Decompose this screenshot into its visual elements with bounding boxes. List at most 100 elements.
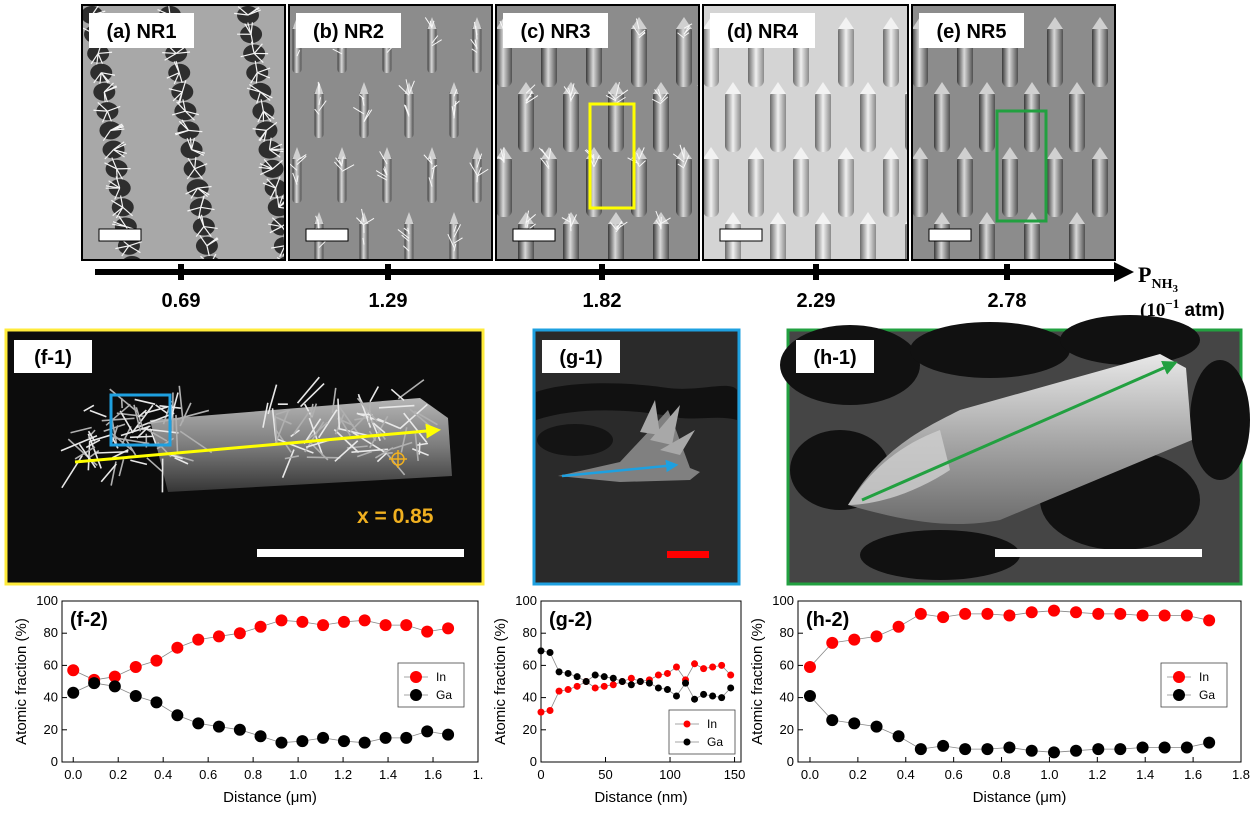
f1-spike [133,404,142,432]
sem-panel-label: (e) NR5 [936,21,1006,43]
nanorod [838,25,854,87]
dendrite-spike [166,72,180,79]
nanorod-spike [615,221,628,231]
nanorod-tip [337,147,347,159]
f1-spike [281,449,295,478]
dendrite-spike [260,99,264,112]
nanorod-spike [590,159,595,168]
nanorod [427,25,437,73]
f1-spike [300,383,325,408]
nanorod-tip [815,212,831,224]
data-point-ga [718,694,726,702]
nanorod-tip [1092,147,1108,159]
f1-spike [60,435,98,452]
chart-h2: 0 20 40 60 80 100 0.0 0.2 0.4 0.6 0.8 1.0 1.2 1.4 1.6 1… [749,593,1250,806]
nanorod-spike [384,166,388,176]
data-point-ga [317,731,330,744]
pressure-tick [599,264,605,280]
dendrite-spike [107,105,121,112]
f1-spike [78,443,97,469]
nanorod-tip [957,147,973,159]
nanorod-spike [453,237,463,244]
data-point-ga [591,671,599,679]
data-point-ga [937,739,950,752]
f1-spike [118,459,125,477]
nanorod-spike [296,175,299,182]
dendrite-spike [110,124,124,131]
dendrite-spike [190,137,196,150]
nanorod [563,220,579,260]
f1-spike [337,404,360,436]
x-tick-label: 0.4 [154,767,172,782]
f1-spike [174,457,189,465]
nanorod-spike [332,48,343,55]
dendrite-spike [178,72,184,85]
nanorod-spike [318,97,321,106]
nanorod-tip [359,82,369,94]
nanorod-tip [1047,147,1063,159]
sem-panel-scale-bar [512,228,556,242]
nanorod [860,220,876,260]
nanorod-spike [358,94,365,100]
f1-spike [101,417,135,422]
nanorod [563,90,579,152]
sem-panel-frame [288,4,493,261]
chart-panel-label: (g-2) [549,609,592,631]
nanorod [860,90,876,152]
nanorod-tip [608,82,624,94]
nanorod-spike [615,89,629,99]
nanorod-spike [570,83,575,96]
nanorod-spike [335,157,343,167]
dendrite-spike [173,72,180,85]
f1-spike [124,437,138,458]
nanorod-spike [453,224,462,238]
nanorod [979,220,995,260]
data-point-ga [358,736,371,749]
dendrite-spike [278,195,284,208]
data-point-in [108,670,121,683]
pressure-tick [1004,264,1010,280]
data-point-in [192,633,205,646]
legend-marker-ga [410,689,422,701]
data-point-ga [108,680,121,693]
h1-profile-arrow [861,360,1178,502]
data-point-in [892,620,905,633]
dendrite-spike [259,163,273,170]
nanorod-spike [570,214,577,227]
y-tick-label: 0 [51,754,58,769]
nanorod-spike [497,156,505,162]
nanorod-tip [1092,17,1108,29]
y-tick-label: 100 [36,593,58,608]
f1-spike [274,409,290,446]
nanorod [1114,92,1115,150]
dendrite-spike [174,129,189,135]
f1-scale-bar [257,549,464,557]
sem-panel-label: (c) NR3 [520,21,590,43]
f1-spike [378,404,415,409]
nanorod-spike [567,87,572,97]
dendrite-spike [128,245,141,254]
nanorod-tip [541,147,557,159]
pressure-axis-symbol: PNH3 [1138,262,1178,295]
grid-hole [1190,360,1250,480]
dendrite-spike [187,157,196,170]
data-point-ga [421,725,434,738]
dendrite-spike [121,245,130,257]
dendrite-spike [197,207,202,220]
legend-marker-in [683,720,691,728]
dendrite-spike [234,12,249,16]
dendrite-spike [176,101,186,112]
g1-background-hole [537,424,613,456]
data-point-in [870,630,883,643]
f1-spike [374,447,394,459]
h1-nanorod-body [848,354,1192,525]
dendrite-spike [246,87,261,93]
f1-spike [354,416,368,421]
dendrite-spike [281,226,285,232]
dendrite-spike [93,109,108,112]
sem-panel-label: (d) NR4 [727,21,799,43]
data-point-ga [803,689,816,702]
x-tick-label: 0.6 [199,767,217,782]
dendrite-spike [195,226,205,237]
data-point-in [275,614,288,627]
